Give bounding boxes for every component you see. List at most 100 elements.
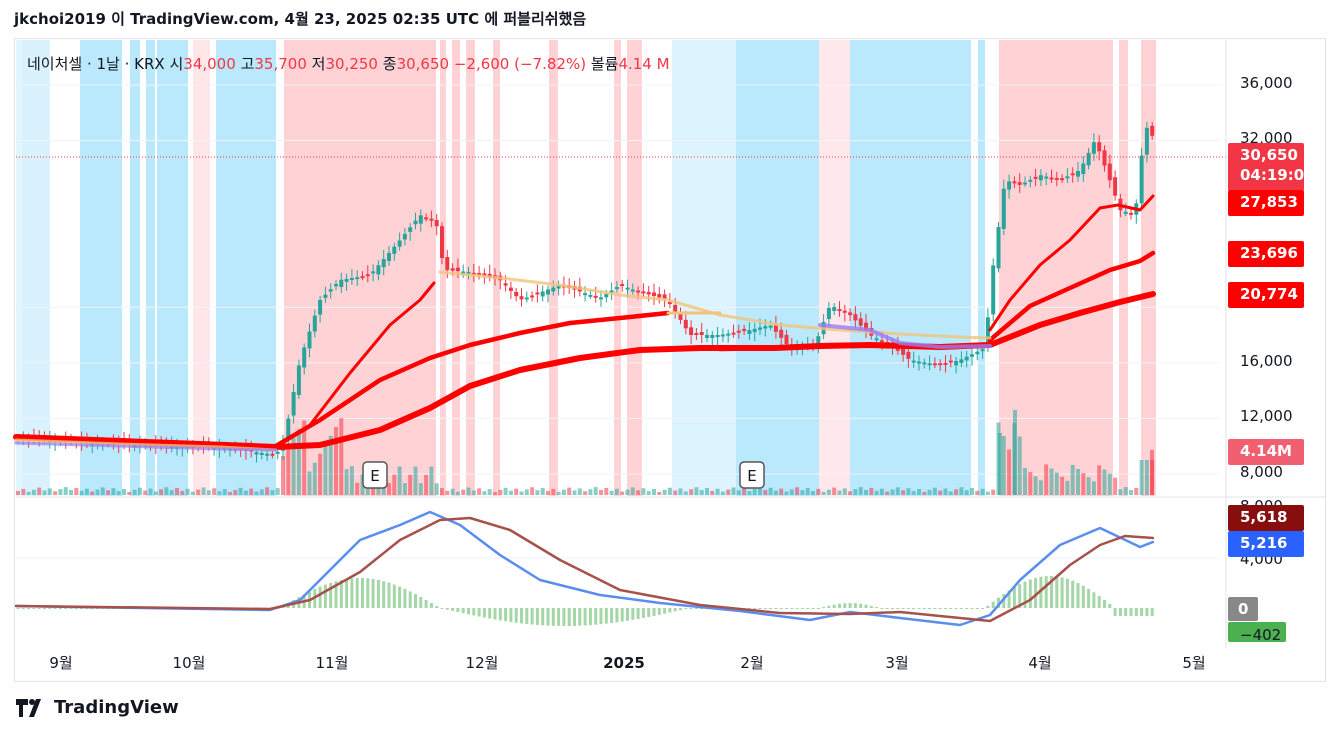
volume-bar — [302, 420, 307, 495]
ma-mid-line — [273, 310, 671, 449]
signal-tag-text: 5,618 — [1240, 508, 1287, 526]
volume-bar — [864, 490, 868, 495]
volume-bar — [1091, 481, 1096, 495]
volume-bar — [143, 490, 148, 495]
volume-bar — [1033, 476, 1038, 495]
volume-bar — [355, 482, 360, 495]
macd-histogram-bar — [578, 608, 582, 626]
macd-histogram-bar — [604, 608, 608, 624]
macd-histogram-bar — [414, 594, 417, 608]
background-band — [999, 40, 1113, 496]
background-band — [16, 40, 22, 496]
candle-body — [938, 363, 943, 366]
earnings-marker — [739, 461, 765, 489]
candle-body — [434, 219, 439, 227]
macd-histogram-bar — [785, 608, 788, 609]
volume-bar — [222, 489, 227, 495]
candle-body — [540, 291, 545, 297]
volume-bar — [816, 488, 821, 495]
time-axis-label: 2025 — [603, 654, 645, 672]
volume-bar — [630, 487, 635, 495]
close-label: 종 — [382, 55, 397, 73]
candle-body — [747, 330, 752, 334]
high-label: 고 — [240, 55, 255, 73]
macd-histogram-bar — [901, 608, 905, 609]
volume-bar — [572, 490, 577, 495]
macd-histogram-bar — [488, 608, 492, 619]
macd-histogram-bar — [382, 581, 386, 608]
publish-info: jkchoi2019 이 TradingView.com, 4월 23, 202… — [14, 10, 587, 28]
high-value: 35,700 — [254, 55, 307, 73]
candle-body — [546, 289, 550, 295]
candle-body — [1144, 127, 1149, 155]
volume-bar — [1123, 487, 1128, 495]
candle-body — [1065, 176, 1070, 179]
macd-histogram-bar — [85, 608, 89, 609]
tradingview-brand[interactable]: TradingView — [16, 697, 179, 718]
volume-bar — [228, 492, 232, 495]
macd-histogram-bar — [641, 608, 645, 618]
volume-bar — [763, 489, 768, 495]
macd-histogram-bar — [1071, 580, 1075, 608]
volume-bar — [715, 488, 720, 495]
close-value: 30,650 — [396, 55, 450, 73]
volume-bar — [212, 488, 217, 495]
ma-purple-line — [818, 323, 992, 349]
volume-bar — [31, 489, 36, 495]
macd-histogram-bar — [779, 608, 783, 609]
volume-bar — [471, 490, 476, 495]
candle-body — [265, 453, 270, 456]
macd-histogram-bar — [387, 582, 391, 608]
macd-histogram-bar — [806, 608, 810, 609]
candle-body — [864, 322, 868, 331]
candle-body — [604, 293, 609, 298]
volume-bar — [768, 487, 773, 495]
volume-bar — [249, 488, 254, 495]
macd-histogram-bar — [467, 608, 470, 615]
candle-body — [524, 297, 529, 300]
macd-histogram-bar — [747, 608, 751, 609]
candle-body — [609, 290, 614, 293]
candle-body — [911, 360, 916, 363]
candle-body — [620, 284, 625, 287]
candle-body — [630, 289, 635, 292]
volume-bar — [265, 487, 270, 495]
candle-body — [932, 363, 937, 366]
volume-bar — [450, 488, 455, 495]
macd-histogram-bar — [48, 608, 52, 609]
price-axis-tick: 8,000 — [1240, 463, 1283, 481]
volume-bar — [16, 491, 20, 495]
time-axis-label: 5월 — [1182, 654, 1205, 672]
ma-tag-text: 23,696 — [1240, 244, 1298, 262]
volume-bar — [63, 487, 68, 495]
volume-bar — [604, 487, 609, 495]
candle-body — [816, 336, 821, 345]
macd-histogram-bar — [1081, 585, 1085, 608]
macd-histogram-bar — [451, 608, 455, 611]
macd-histogram-bar — [398, 586, 402, 608]
volume-bar — [948, 491, 953, 495]
candle-body — [922, 362, 927, 365]
candle-body — [917, 361, 921, 364]
candle-body — [1129, 212, 1133, 215]
macd-histogram-bar — [562, 608, 566, 626]
macd-histogram-bar — [615, 608, 619, 623]
volume-bar — [1113, 477, 1118, 495]
volume-bar — [122, 489, 126, 495]
volume-bar — [493, 492, 497, 495]
ma-purple-line — [14, 441, 278, 452]
macd-histogram-bar — [345, 579, 349, 608]
volume-bar — [1129, 490, 1133, 495]
macd-histogram-bar — [965, 608, 969, 609]
macd-histogram-bar — [689, 608, 693, 609]
candle-body — [731, 332, 736, 335]
symbol-name[interactable]: 네이처셀 · 1날 · KRX — [27, 55, 165, 73]
volume-bar — [84, 488, 89, 495]
volume-bar — [636, 490, 641, 495]
candle-body — [1091, 142, 1096, 154]
volume-bar — [848, 491, 853, 495]
volume-bar — [975, 490, 980, 495]
volume-bar — [943, 488, 948, 495]
macd-histogram-bar — [991, 601, 995, 608]
